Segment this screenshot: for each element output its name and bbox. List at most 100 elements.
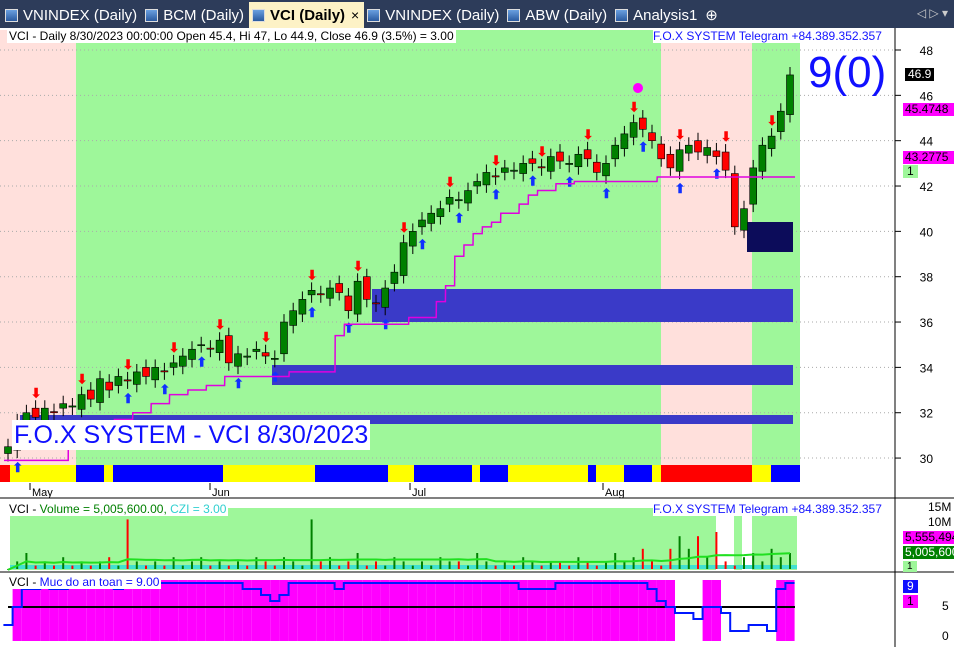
safety-zone bbox=[371, 580, 381, 641]
safety-zone bbox=[307, 580, 317, 641]
tab-2[interactable]: VCI (Daily) × bbox=[249, 2, 365, 28]
x-tick-label: Jun bbox=[212, 487, 230, 499]
candle bbox=[657, 143, 666, 160]
tab-scroll-buttons[interactable]: ◁ ▷ ▾ bbox=[916, 6, 948, 20]
safety-zone bbox=[389, 580, 399, 641]
safety-line bbox=[3, 582, 795, 632]
sell-arrow-icon: ⬇ bbox=[77, 372, 88, 387]
candle bbox=[307, 290, 316, 296]
candle bbox=[666, 153, 675, 169]
safety-zone bbox=[178, 580, 188, 641]
safety-zone bbox=[187, 580, 197, 641]
candle bbox=[87, 389, 95, 400]
candle bbox=[758, 144, 767, 172]
candle bbox=[749, 167, 758, 205]
candle bbox=[638, 117, 647, 130]
safety-zone bbox=[417, 580, 427, 641]
candle bbox=[188, 348, 196, 360]
y-tick-label: 46 bbox=[920, 89, 934, 103]
safety-zone bbox=[279, 580, 289, 641]
tab-label: VCI (Daily) bbox=[270, 6, 346, 24]
tab-label: BCM (Daily) bbox=[163, 6, 245, 24]
candle bbox=[234, 353, 242, 367]
safety-zone bbox=[77, 580, 87, 641]
support-band bbox=[20, 415, 793, 424]
buy-arrow-icon: ⬆ bbox=[675, 181, 686, 196]
support-band bbox=[272, 365, 793, 385]
safety-zone bbox=[527, 580, 537, 641]
safety-zone bbox=[233, 580, 243, 641]
candle bbox=[537, 166, 546, 169]
candle bbox=[510, 169, 518, 172]
candle bbox=[464, 190, 472, 204]
safety-zone bbox=[592, 580, 602, 641]
candle bbox=[436, 208, 445, 217]
volume-tick-15m: 15M bbox=[928, 500, 952, 514]
candle bbox=[408, 231, 417, 247]
candle bbox=[500, 167, 509, 173]
safety-zone bbox=[21, 580, 31, 641]
sell-arrow-icon: ⬇ bbox=[583, 127, 594, 142]
safety-zone bbox=[196, 580, 206, 641]
sell-arrow-icon: ⬇ bbox=[31, 385, 42, 400]
tab-3[interactable]: VNINDEX (Daily) bbox=[364, 2, 504, 28]
buy-arrow-icon: ⬆ bbox=[12, 460, 23, 475]
state-band-segment bbox=[472, 465, 480, 482]
sell-arrow-icon: ⬇ bbox=[353, 258, 364, 273]
safety-zone bbox=[472, 580, 482, 641]
volume-signal-tag: 1 bbox=[903, 561, 917, 572]
sell-arrow-icon: ⬇ bbox=[123, 357, 134, 372]
buy-arrow-icon: ⬆ bbox=[527, 173, 538, 188]
add-tab-button[interactable]: ⊕ bbox=[705, 7, 718, 24]
sell-arrow-icon: ⬇ bbox=[629, 100, 640, 115]
candle bbox=[151, 367, 159, 381]
candle bbox=[592, 161, 601, 173]
safety-zone bbox=[619, 580, 629, 641]
safety-zone bbox=[334, 580, 344, 641]
line1-value-tag: 45.4748 bbox=[903, 103, 954, 116]
candle bbox=[243, 355, 251, 358]
buy-arrow-icon: ⬆ bbox=[159, 382, 170, 397]
safety-zone bbox=[288, 580, 298, 641]
x-tick-label: Jul bbox=[412, 487, 426, 499]
candle bbox=[482, 172, 491, 186]
safety-zone bbox=[665, 580, 675, 641]
candle bbox=[565, 163, 574, 165]
state-band-segment bbox=[508, 465, 588, 482]
chart-area[interactable]: 30 32 34 36 38 40 42 44 46 48 ⬆ ⬇ ⬇ ⬆ ⬇ ⬆ ⬇ ⬆ ⬇ ⬆ ⬇ ⬆ ⬆ ⬇ ⬆ ⬇ ⬆ ⬇ ⬆ ⬇… bbox=[0, 28, 954, 647]
safety-zone bbox=[638, 580, 648, 641]
candle bbox=[169, 362, 178, 368]
safety-zone bbox=[656, 580, 666, 641]
candle bbox=[197, 344, 205, 347]
buy-arrow-icon: ⬆ bbox=[564, 174, 575, 189]
volume-label: Volume = 5,005,600.00, bbox=[39, 502, 171, 516]
y-tick-label: 38 bbox=[920, 271, 934, 285]
safety-zone bbox=[141, 580, 151, 641]
buy-arrow-icon: ⬆ bbox=[711, 166, 722, 181]
tab-4[interactable]: ABW (Daily) bbox=[504, 2, 612, 28]
safety-zone bbox=[95, 580, 105, 641]
safety-zone bbox=[573, 580, 583, 641]
y-tick-label: 44 bbox=[920, 135, 934, 149]
tab-label: ABW (Daily) bbox=[525, 6, 608, 24]
state-band-segment bbox=[113, 465, 223, 482]
state-band-segment bbox=[414, 465, 472, 482]
tab-0[interactable]: VNINDEX (Daily) bbox=[2, 2, 142, 28]
tab-1[interactable]: BCM (Daily) bbox=[142, 2, 249, 28]
safety-zone bbox=[12, 580, 22, 641]
tab-5[interactable]: Analysis1 bbox=[612, 2, 702, 28]
close-icon[interactable]: × bbox=[351, 7, 360, 23]
sell-arrow-icon: ⬇ bbox=[721, 129, 732, 144]
line2-value-tag: 43.2775 bbox=[903, 151, 954, 164]
candle bbox=[390, 271, 399, 284]
candle bbox=[31, 407, 40, 418]
safety-zone bbox=[583, 580, 593, 641]
safety-zone bbox=[40, 580, 50, 641]
sell-arrow-icon: ⬇ bbox=[491, 153, 502, 168]
safety-zone bbox=[49, 580, 59, 641]
state-band-segment bbox=[588, 465, 596, 482]
candle bbox=[215, 339, 224, 353]
safety-prefix: VCI - bbox=[9, 575, 40, 589]
candle bbox=[289, 310, 298, 326]
tab-label: Analysis1 bbox=[633, 6, 698, 24]
